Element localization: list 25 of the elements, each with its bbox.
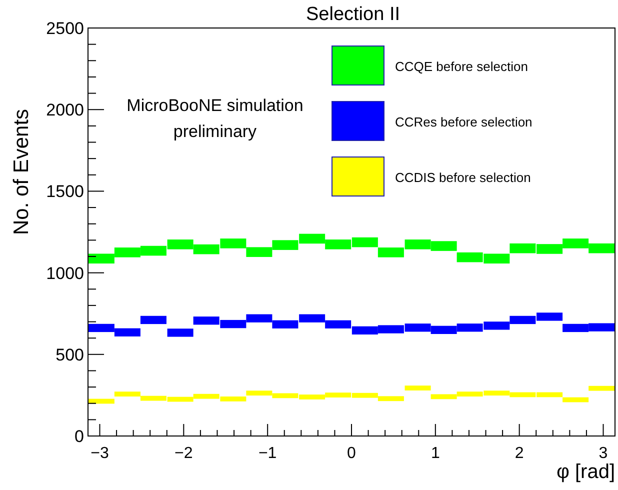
x-tick-label: 2 [514, 445, 524, 462]
y-tick-label: 2000 [46, 100, 84, 120]
y-tick-label: 2500 [46, 19, 84, 38]
bar [404, 386, 431, 390]
chart-title: Selection II [306, 4, 400, 25]
y-axis-title: No. of Events [10, 108, 33, 236]
x-axis-title: φ [rad] [556, 461, 615, 483]
bar [167, 328, 194, 337]
x-tick-label: −1 [258, 445, 277, 462]
legend-label: CCRes before selection [395, 114, 532, 130]
x-tick-label: 0 [347, 445, 356, 462]
legend-label: CCQE before selection [395, 59, 528, 74]
y-tick-label: 1500 [46, 182, 84, 202]
legend-label: CCDIS before selection [395, 170, 531, 185]
bar [562, 397, 589, 402]
x-tick-label: 3 [598, 445, 608, 462]
bar [588, 386, 615, 391]
y-tick-label: 500 [56, 345, 84, 364]
x-tick-label: 1 [430, 445, 440, 462]
x-tick-label: −2 [174, 445, 193, 462]
annotation: MicroBooNE simulation preliminary [126, 96, 304, 141]
bar [140, 316, 166, 324]
y-tick-label: 0 [74, 427, 84, 446]
x-tick-label: −3 [90, 445, 109, 462]
y-tick-label: 1000 [46, 264, 84, 283]
